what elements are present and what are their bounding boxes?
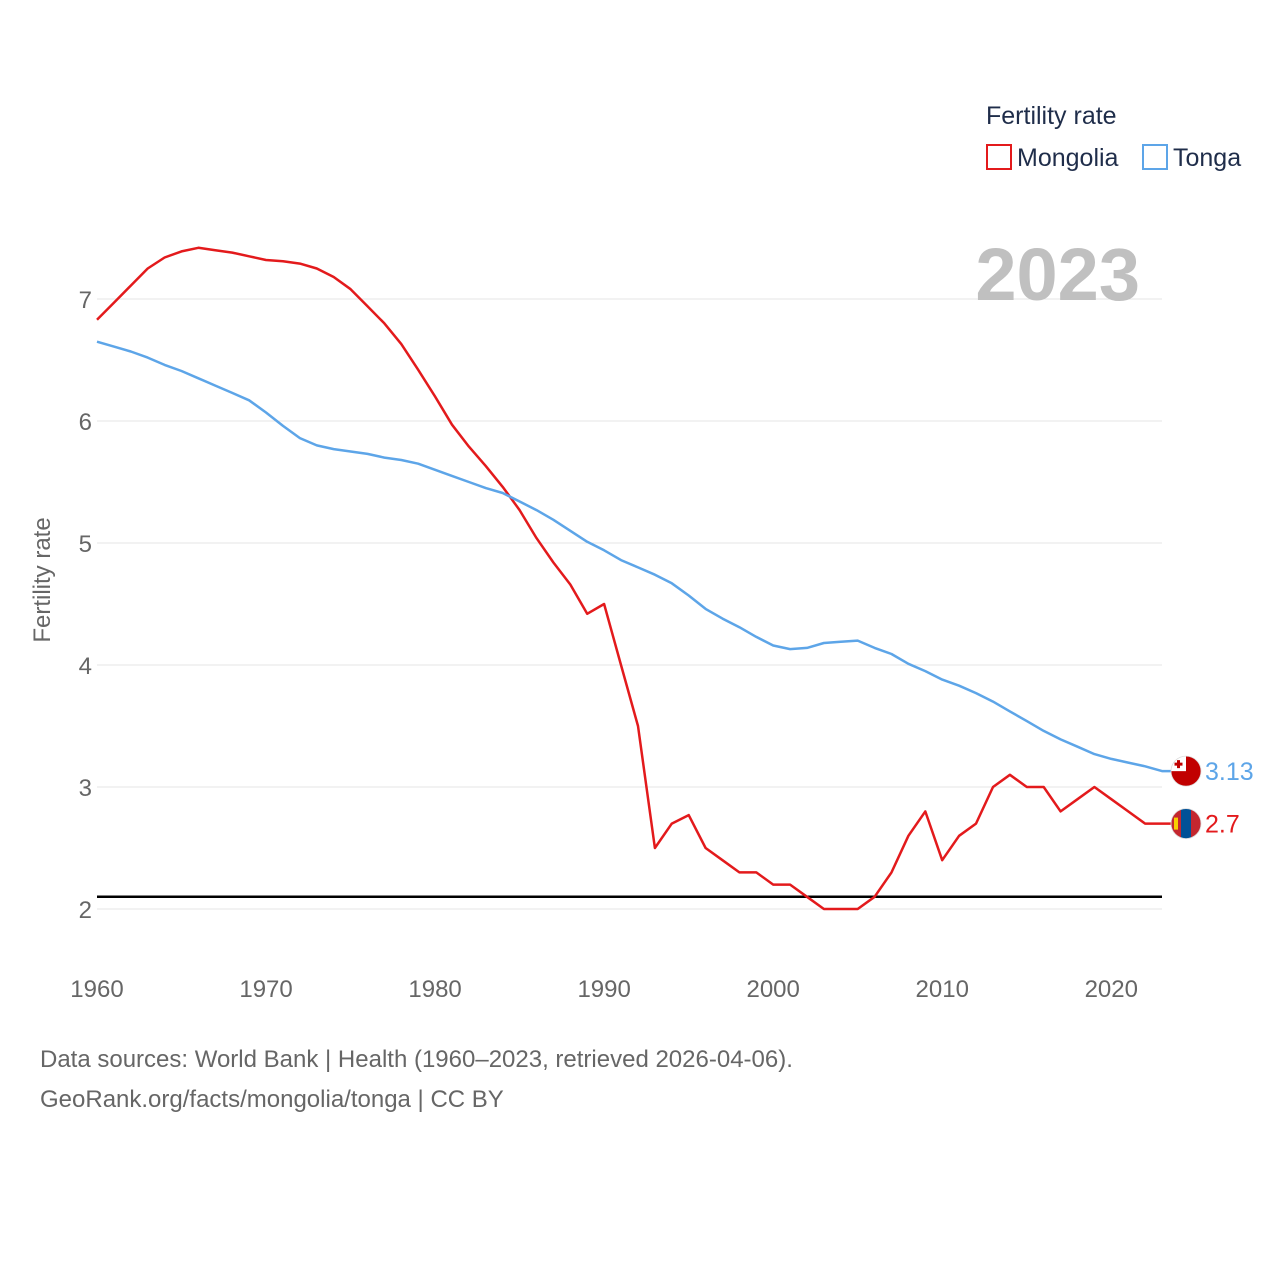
x-tick-label: 2000: [746, 976, 799, 1003]
x-tick-label: 2020: [1085, 976, 1138, 1003]
grid-layer: [97, 298, 1162, 910]
legend-swatch-tonga[interactable]: [1142, 144, 1168, 170]
y-tick-label: 7: [79, 287, 92, 314]
x-tick-label: 1980: [408, 976, 461, 1003]
footer: Data sources: World Bank | Health (1960–…: [40, 1040, 793, 1120]
y-tick-label: 2: [79, 897, 92, 924]
y-tick-label: 4: [79, 653, 92, 680]
series-line-mongolia[interactable]: [96, 246, 1186, 911]
end-label-mongolia: 2.7: [1205, 811, 1240, 839]
y-tick-label: 6: [79, 409, 92, 436]
series-layer: 2.7 3.13: [96, 246, 1254, 911]
y-tick-label: 3: [79, 775, 92, 802]
y-tick-labels: 2 3 4 5 6 7: [79, 287, 92, 924]
legend-swatch-mongolia[interactable]: [986, 144, 1012, 170]
x-tick-label: 1970: [239, 976, 292, 1003]
x-tick-labels: 1960 1970 1980 1990 2000 2010 2020: [70, 976, 1138, 1003]
source-note: Data sources: World Bank | Health (1960–…: [40, 1046, 793, 1073]
end-label-tonga: 3.13: [1205, 758, 1254, 786]
year-label: 2023: [975, 233, 1140, 316]
y-axis-title: Fertility rate: [29, 517, 56, 642]
flag-icon-tonga: [1170, 755, 1202, 787]
legend: Fertility rate Mongolia Tonga: [986, 102, 1241, 172]
flag-icon-mongolia: [1170, 808, 1202, 839]
source-link[interactable]: GeoRank.org/facts/mongolia/tonga | CC BY: [40, 1086, 504, 1113]
legend-label-mongolia[interactable]: Mongolia: [1017, 144, 1119, 172]
x-tick-label: 2010: [916, 976, 969, 1003]
legend-title: Fertility rate: [986, 102, 1117, 130]
y-tick-label: 5: [79, 531, 92, 558]
x-tick-label: 1990: [577, 976, 630, 1003]
legend-label-tonga[interactable]: Tonga: [1173, 144, 1241, 172]
x-tick-label: 1960: [70, 976, 123, 1003]
series-line-tonga[interactable]: [96, 340, 1186, 773]
